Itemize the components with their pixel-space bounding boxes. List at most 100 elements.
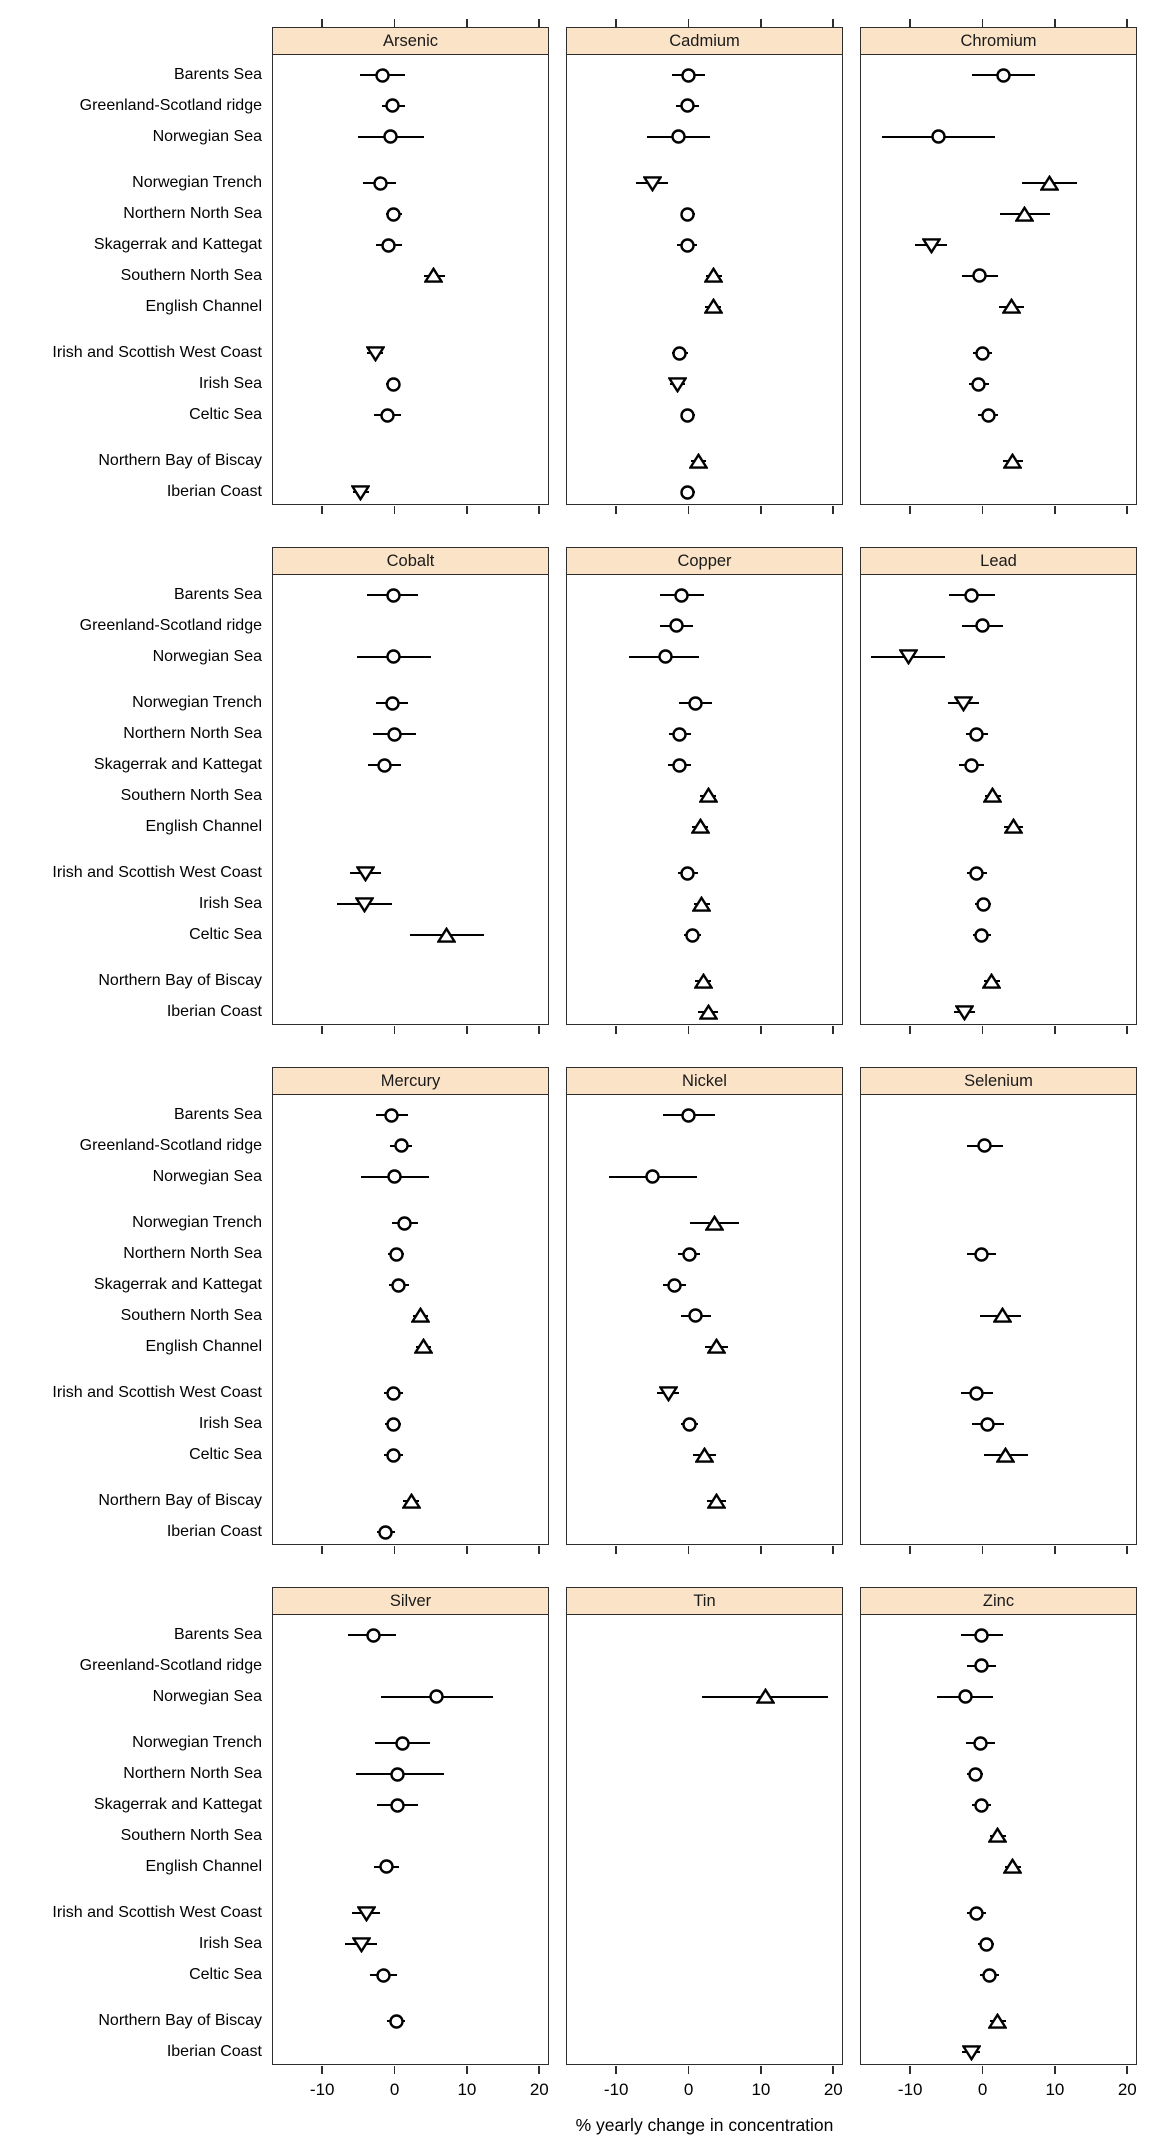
x-tick — [909, 1025, 911, 1034]
panel-title: Arsenic — [273, 28, 548, 55]
x-tick — [393, 1025, 396, 1034]
region-label: Irish Sea — [198, 895, 262, 913]
panel-plot-area — [273, 1615, 548, 2062]
region-label: Irish and Scottish West Coast — [52, 1904, 262, 1922]
circle-marker — [969, 376, 988, 393]
triangle-down-marker — [658, 1385, 678, 1402]
circle-marker — [678, 865, 697, 882]
circle-marker — [378, 407, 397, 424]
circle-marker — [966, 1766, 985, 1783]
panel-grid-row: Barents Sea Greenland-Scotland ridge Norwe… — [0, 1587, 1170, 2099]
circle-marker — [656, 648, 675, 665]
circle-marker — [381, 128, 400, 145]
x-tick — [1053, 1545, 1056, 1554]
circle-marker — [680, 1246, 699, 1263]
region-label: Irish and Scottish West Coast — [52, 864, 262, 882]
x-tick — [687, 1545, 690, 1554]
triangle-up-marker — [983, 787, 1003, 804]
x-tick — [1053, 2065, 1056, 2074]
triangle-up-marker — [1015, 205, 1035, 223]
panel-nickel: Nickel — [566, 1067, 843, 1554]
region-label: Barents Sea — [173, 1626, 262, 1643]
panel-zinc: Zinc -10 0 10 20 — [860, 1587, 1137, 2099]
circle-marker — [972, 1657, 991, 1674]
triangle-up-marker — [411, 1307, 431, 1324]
circle-marker — [967, 1905, 986, 1922]
circle-marker — [377, 1858, 396, 1875]
panel-plot-area — [567, 1615, 842, 2062]
triangle-down-marker — [351, 484, 371, 501]
x-tick — [832, 18, 835, 27]
x-tick-label: -10 — [309, 2080, 335, 2099]
x-tick — [687, 505, 690, 514]
triangle-down-marker — [961, 2044, 981, 2061]
x-tick — [615, 18, 617, 27]
circle-marker — [371, 175, 390, 192]
panel-title: Silver — [273, 1588, 548, 1615]
panel-chromium: Chromium — [860, 18, 1137, 514]
x-tick — [393, 2065, 396, 2074]
panel-copper: Copper — [566, 547, 843, 1034]
panel-grid-row: Barents Sea Greenland-Scotland ridge Norwe… — [0, 547, 1170, 1034]
circle-marker — [972, 1627, 991, 1644]
circle-marker — [994, 67, 1013, 84]
region-label: Northern North Sea — [123, 725, 262, 743]
triangle-up-marker — [698, 1003, 718, 1021]
panel-plot-area — [273, 1095, 548, 1542]
circle-marker — [680, 1416, 699, 1433]
circle-marker — [670, 757, 689, 774]
x-tick — [393, 18, 396, 27]
panel-plot-area — [273, 55, 548, 502]
circle-marker — [972, 927, 991, 944]
circle-marker — [387, 2013, 406, 2030]
region-label: Celtic Sea — [189, 1446, 262, 1463]
region-label: Skagerrak and Kattegat — [93, 236, 262, 253]
circle-marker — [678, 484, 697, 501]
x-tick — [981, 1025, 984, 1034]
triangle-down-marker — [356, 1905, 376, 1922]
panel-arsenic: Arsenic — [272, 18, 549, 514]
circle-marker — [980, 1967, 999, 1984]
circle-marker — [973, 617, 992, 634]
circle-marker — [678, 407, 697, 424]
x-tick — [1126, 2065, 1129, 2074]
circle-marker — [384, 587, 403, 604]
panel-tin: Tin -10 0 10 20 — [566, 1587, 843, 2099]
circle-marker — [373, 67, 392, 84]
region-label-column: Barents Sea Greenland-Scotland ridge Norwe… — [0, 1067, 272, 1545]
x-tick — [321, 18, 323, 27]
panel-title: Zinc — [861, 1588, 1136, 1615]
triangle-up-marker — [1003, 1858, 1023, 1875]
x-tick — [687, 18, 690, 27]
circle-marker — [975, 1137, 994, 1154]
circle-marker — [387, 1246, 406, 1263]
circle-marker — [972, 1797, 991, 1814]
circle-marker — [669, 128, 688, 145]
x-tick — [615, 1025, 617, 1034]
panel-plot-area — [567, 1095, 842, 1542]
region-label: Northern Bay of Biscay — [98, 1492, 262, 1510]
panel-plot-area — [273, 575, 548, 1022]
panel-plot-area — [861, 55, 1136, 502]
region-label: Skagerrak and Kattegat — [93, 1796, 262, 1813]
region-label: Southern North Sea — [120, 1306, 262, 1324]
circle-marker — [388, 1766, 407, 1783]
circle-marker — [427, 1688, 446, 1705]
region-label: Northern North Sea — [123, 205, 262, 223]
triangle-up-marker — [703, 298, 723, 315]
region-label: Irish and Scottish West Coast — [52, 344, 262, 362]
region-label: Southern North Sea — [120, 1826, 262, 1844]
triangle-up-marker — [706, 1338, 726, 1355]
region-label: Skagerrak and Kattegat — [93, 1276, 262, 1293]
panel-plot-area — [861, 1095, 1136, 1542]
circle-marker — [967, 1385, 986, 1402]
panel-title: Selenium — [861, 1068, 1136, 1095]
x-tick — [832, 505, 835, 514]
x-tick-label: 0 — [683, 2080, 694, 2099]
region-label: Barents Sea — [173, 66, 262, 83]
circle-marker — [683, 927, 702, 944]
circle-marker — [967, 726, 986, 743]
circle-marker — [679, 67, 698, 84]
circle-marker — [384, 1416, 403, 1433]
triangle-up-marker — [414, 1338, 434, 1355]
